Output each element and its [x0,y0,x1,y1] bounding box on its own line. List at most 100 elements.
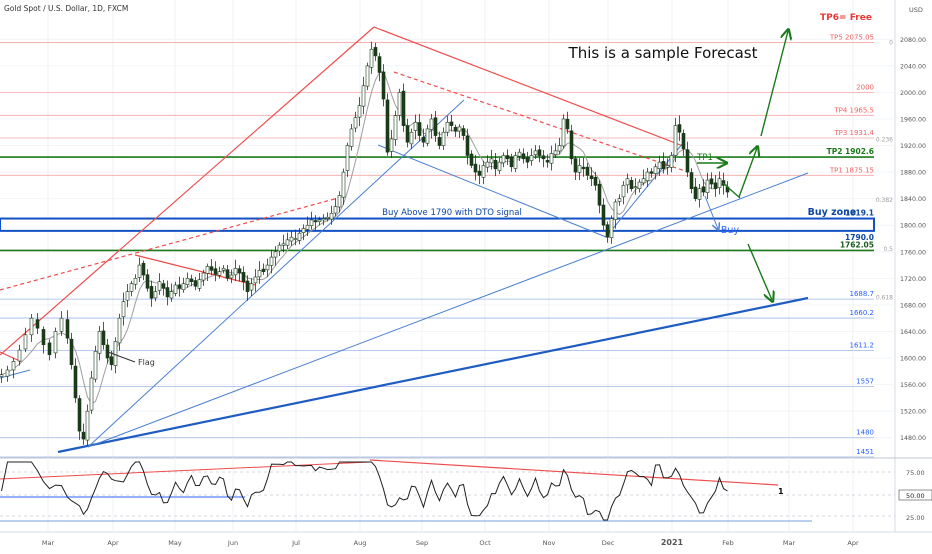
candle-body [11,361,16,371]
candle-body [35,319,40,329]
candle-body [229,274,234,279]
candle-body [353,117,358,129]
candle-body [509,156,514,168]
y-tick-label: 1600.00 [900,356,926,363]
red-dashed-down-trendline [393,71,689,173]
candle-body [573,158,578,173]
candle-body [273,251,278,258]
candle-body [617,198,622,202]
candle-body [693,186,698,199]
candle-body [429,118,434,130]
level-label: TP3 1931.4 [833,129,874,137]
candle-body [481,165,486,178]
candle-body [269,256,274,266]
x-tick-label: Jun [227,539,238,547]
candle-body [197,279,202,289]
candle-body [377,56,382,73]
candle-body [257,270,262,278]
candle-body [645,171,650,181]
candle-body [5,369,10,377]
candle-body [405,125,410,143]
candle-body [17,349,22,362]
candle-body [193,280,198,287]
y-tick-label: 1880.00 [900,170,926,177]
candle-body [713,182,718,190]
candle-body [421,136,426,143]
y-tick-label: 2000.00 [900,90,926,97]
arrow-up-big [760,31,788,137]
red-down-trendline [373,26,684,147]
candle-body [241,272,246,282]
y-tick-labels: 1480.00 1520.00 1560.00 1600.00 1640.00 1680.… [900,37,926,442]
candle-body [89,377,94,411]
candle-body [77,398,82,432]
x-tick-label: May [168,539,182,547]
x-tick-label: Nov [543,539,556,547]
level-label: TP4 1965.5 [833,106,874,114]
candle-body [129,283,134,292]
candle-body [689,172,694,190]
forecast-title: This is a sample Forecast [568,44,758,62]
candle-body [477,170,482,176]
level-label: 1557 [856,378,874,386]
candle-body [665,165,670,168]
candle-body [361,85,366,107]
y-tick-label: 1680.00 [900,302,926,309]
candle-body [47,342,52,356]
y-tick-label: 2080.00 [900,37,926,44]
candle-body [677,124,682,133]
fib-label: 0.618 [876,295,893,302]
fib-labels: 0 0.236 0.382 0.5 0.618 [876,40,893,302]
candle-body [169,291,174,299]
fib-label: 0.382 [876,197,893,204]
candle-body [249,283,254,291]
currency-label: USD [909,6,923,14]
candle-body [473,163,478,173]
level-label: 2000 [856,83,874,91]
level-label: 1451 [856,448,874,456]
candle-body [109,356,114,365]
candle-body [133,278,138,285]
buy-zone-label: Buy zone [808,207,857,218]
candle-body [437,137,442,146]
rsi-ref-label: 1 [778,487,784,496]
candle-body [549,153,554,164]
candle-body [385,99,390,153]
candle-body [409,131,414,145]
x-tick-label: Feb [722,539,734,547]
candle-body [457,126,462,132]
candle-body [697,188,702,200]
candle-body [633,186,638,189]
candle-body [245,280,250,292]
arrow-down-small [722,182,741,199]
candle-body [265,264,270,271]
candle-body [537,149,542,156]
candle-body [161,283,166,289]
candle-body [585,166,590,176]
candle-body [313,220,318,223]
arrow-down-big [747,243,772,300]
buy-zone-rect [0,217,875,232]
candle-body [177,284,182,289]
candle-body [337,195,342,208]
candle-body [225,269,230,279]
candle-body [561,118,566,147]
candle-body [425,128,430,144]
y-tick-label: 1560.00 [900,382,926,389]
candle-body [461,128,466,136]
arrow-up-small [738,148,757,198]
red-up-trendline [0,26,375,356]
x-tick-label: Jul [291,539,300,547]
candle-body [105,344,110,359]
vertical-grid [47,0,854,532]
candle-body [581,166,586,170]
level-label: 1790.0 [845,233,874,242]
candle-body [469,153,474,166]
candle-body [449,121,454,126]
candle-body [601,204,606,226]
candle-body [137,264,142,278]
candle-body [325,216,330,219]
candle-body [365,65,370,87]
